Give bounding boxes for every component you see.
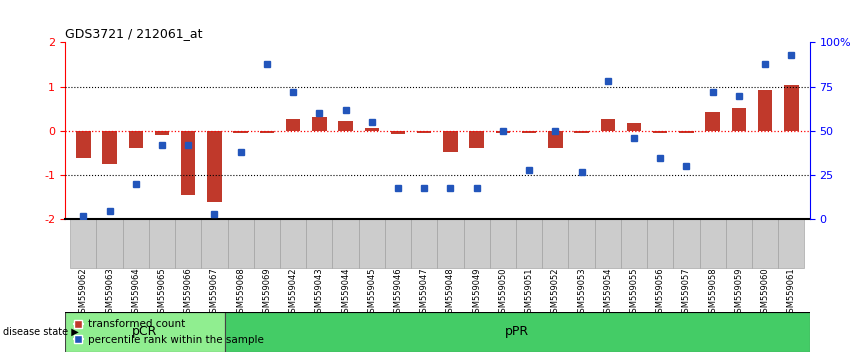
Bar (149, 219, 175, 268)
Bar (339, 121, 352, 131)
Bar (726, 219, 752, 268)
Bar (784, 85, 798, 131)
Text: disease state ▶: disease state ▶ (3, 327, 79, 337)
Bar (522, 131, 536, 133)
Bar (312, 117, 326, 131)
Bar (443, 131, 457, 152)
Bar (548, 131, 563, 148)
Bar (228, 219, 254, 268)
Bar (469, 131, 484, 148)
Legend: transformed count, percentile rank within the sample: transformed count, percentile rank withi… (70, 315, 268, 349)
Bar (391, 131, 405, 134)
Bar (437, 219, 463, 268)
Bar (70, 219, 96, 268)
Bar (700, 219, 726, 268)
Bar (359, 219, 385, 268)
Bar (65, 312, 224, 352)
Bar (495, 131, 510, 133)
Bar (679, 131, 694, 133)
Bar (411, 219, 437, 268)
Bar (463, 219, 490, 268)
Bar (365, 128, 379, 131)
Bar (758, 90, 772, 131)
Bar (601, 119, 615, 131)
Bar (732, 108, 746, 131)
Bar (234, 131, 248, 133)
Bar (542, 219, 568, 268)
Bar (102, 131, 117, 164)
Bar (621, 219, 647, 268)
Text: pCR: pCR (132, 325, 158, 338)
Bar (260, 131, 274, 133)
Bar (254, 219, 280, 268)
Bar (123, 219, 149, 268)
Bar (595, 219, 621, 268)
Bar (155, 131, 169, 135)
Bar (175, 219, 201, 268)
Bar (181, 131, 196, 195)
Bar (752, 219, 779, 268)
Bar (627, 123, 641, 131)
Bar (516, 219, 542, 268)
Bar (706, 113, 720, 131)
Bar (333, 219, 359, 268)
Bar (674, 219, 700, 268)
Bar (779, 219, 805, 268)
Bar (76, 131, 91, 159)
Bar (653, 131, 668, 133)
Bar (307, 219, 333, 268)
Bar (417, 131, 431, 133)
Bar (568, 219, 595, 268)
Bar (128, 131, 143, 148)
Text: GDS3721 / 212061_at: GDS3721 / 212061_at (65, 27, 203, 40)
Bar (224, 312, 810, 352)
Bar (280, 219, 307, 268)
Bar (647, 219, 674, 268)
Bar (286, 119, 301, 131)
Bar (490, 219, 516, 268)
Bar (385, 219, 411, 268)
Bar (207, 131, 222, 202)
Text: pPR: pPR (505, 325, 529, 338)
Bar (96, 219, 123, 268)
Bar (201, 219, 228, 268)
Bar (574, 131, 589, 133)
